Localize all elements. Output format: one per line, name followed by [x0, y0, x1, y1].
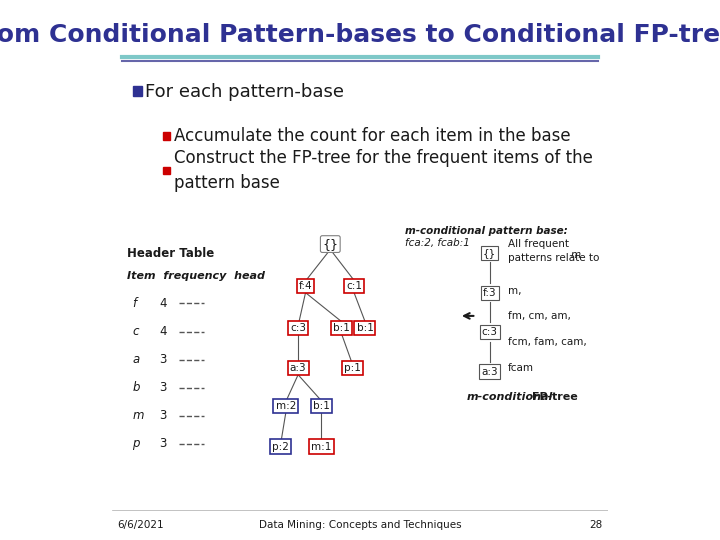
- Text: 3: 3: [159, 437, 167, 450]
- Text: b:1: b:1: [313, 401, 330, 411]
- Text: Accumulate the count for each item in the base: Accumulate the count for each item in th…: [174, 127, 570, 145]
- Text: 4: 4: [159, 297, 167, 310]
- Text: fcm, fam, cam,: fcm, fam, cam,: [508, 338, 586, 347]
- Text: c:3: c:3: [290, 323, 306, 333]
- Bar: [163, 167, 170, 174]
- Text: fcam: fcam: [508, 363, 534, 373]
- Text: p: p: [132, 437, 140, 450]
- Text: 3: 3: [159, 381, 167, 394]
- Text: p:2: p:2: [272, 442, 289, 451]
- Text: Construct the FP-tree for the frequent items of the
pattern base: Construct the FP-tree for the frequent i…: [174, 148, 593, 192]
- Text: f:3: f:3: [483, 288, 497, 298]
- Text: From Conditional Pattern-bases to Conditional FP-trees: From Conditional Pattern-bases to Condit…: [0, 23, 720, 47]
- Text: Data Mining: Concepts and Techniques: Data Mining: Concepts and Techniques: [258, 520, 462, 530]
- Text: b: b: [132, 381, 140, 394]
- Text: f:4: f:4: [299, 281, 312, 291]
- Text: fca:2, fcab:1: fca:2, fcab:1: [405, 238, 469, 248]
- Text: FP-tree: FP-tree: [532, 392, 578, 402]
- Text: For each pattern-base: For each pattern-base: [145, 83, 343, 101]
- Text: b:1: b:1: [356, 323, 374, 333]
- Text: c: c: [132, 325, 139, 338]
- Text: All frequent
patterns relate to: All frequent patterns relate to: [508, 240, 599, 262]
- Text: a: a: [132, 353, 140, 366]
- Text: c:1: c:1: [346, 281, 362, 291]
- Text: m:2: m:2: [276, 401, 296, 411]
- Bar: [133, 86, 142, 96]
- Text: 3: 3: [159, 409, 167, 422]
- Text: 6/6/2021: 6/6/2021: [117, 520, 164, 530]
- Text: m: m: [571, 251, 581, 260]
- Text: m-conditional pattern base:: m-conditional pattern base:: [405, 226, 567, 236]
- Text: {}: {}: [323, 238, 338, 251]
- Text: 4: 4: [159, 325, 167, 338]
- Text: p:1: p:1: [344, 363, 361, 373]
- Text: 28: 28: [590, 520, 603, 530]
- Text: m: m: [132, 409, 144, 422]
- Text: 3: 3: [159, 353, 167, 366]
- Bar: [163, 132, 170, 140]
- Text: fm, cm, am,: fm, cm, am,: [508, 312, 570, 321]
- Text: m,: m,: [508, 286, 521, 295]
- Text: Header Table: Header Table: [127, 247, 215, 260]
- Text: a:3: a:3: [482, 367, 498, 376]
- Text: m-conditional: m-conditional: [467, 392, 553, 402]
- Text: a:3: a:3: [289, 363, 307, 373]
- Text: f: f: [132, 297, 136, 310]
- Text: m:1: m:1: [311, 442, 332, 451]
- Text: c:3: c:3: [482, 327, 498, 337]
- Text: Item  frequency  head: Item frequency head: [127, 272, 265, 281]
- Text: b:1: b:1: [333, 323, 350, 333]
- Text: {}: {}: [483, 248, 496, 258]
